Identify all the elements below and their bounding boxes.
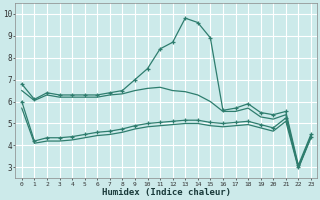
X-axis label: Humidex (Indice chaleur): Humidex (Indice chaleur) [102, 188, 231, 197]
